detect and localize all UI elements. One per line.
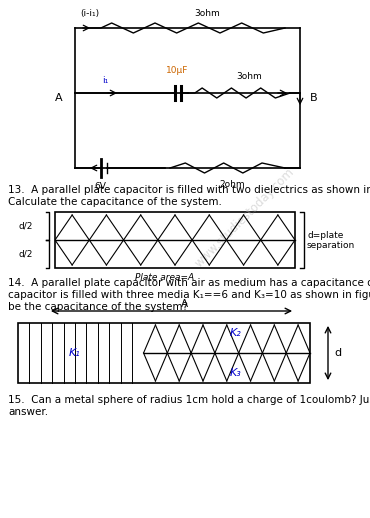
Bar xyxy=(18,323,310,383)
Text: 3ohm: 3ohm xyxy=(195,9,221,18)
Text: K₁: K₁ xyxy=(68,348,80,358)
Text: A: A xyxy=(181,299,188,309)
Text: K₃: K₃ xyxy=(229,368,241,378)
Text: separation: separation xyxy=(307,241,355,251)
Text: www.studiestoday.com: www.studiestoday.com xyxy=(193,166,297,270)
Text: be the capacitance of the system?: be the capacitance of the system? xyxy=(8,302,188,312)
Text: 6V: 6V xyxy=(94,182,106,191)
Text: 10μF: 10μF xyxy=(166,66,189,75)
Text: 14.  A parallel plate capacitor with air as medium has a capacitance of 24μF. Th: 14. A parallel plate capacitor with air … xyxy=(8,278,370,288)
Text: A: A xyxy=(55,93,63,103)
Text: 2ohm: 2ohm xyxy=(220,180,245,189)
Text: (i-i₁): (i-i₁) xyxy=(80,9,99,18)
Text: Calculate the capacitance of the system.: Calculate the capacitance of the system. xyxy=(8,197,222,207)
Text: Plate area=A: Plate area=A xyxy=(135,273,195,282)
Text: 13.  A parallel plate capacitor is filled with two dielectrics as shown in figur: 13. A parallel plate capacitor is filled… xyxy=(8,185,370,195)
Text: B: B xyxy=(310,93,318,103)
Text: 15.  Can a metal sphere of radius 1cm hold a charge of 1coulomb? Justify your: 15. Can a metal sphere of radius 1cm hol… xyxy=(8,395,370,405)
Bar xyxy=(55,212,295,268)
Text: 3ohm: 3ohm xyxy=(236,72,262,81)
Text: d/2: d/2 xyxy=(18,222,33,231)
Text: d=plate: d=plate xyxy=(307,232,343,240)
Text: answer.: answer. xyxy=(8,407,48,417)
Text: d: d xyxy=(334,348,341,358)
Text: K₂: K₂ xyxy=(229,328,241,338)
Text: i₁: i₁ xyxy=(102,76,108,85)
Text: d/2: d/2 xyxy=(18,250,33,258)
Text: capacitor is filled with three media K₁==6 and K₃=10 as shown in figure. What wi: capacitor is filled with three media K₁=… xyxy=(8,290,370,300)
